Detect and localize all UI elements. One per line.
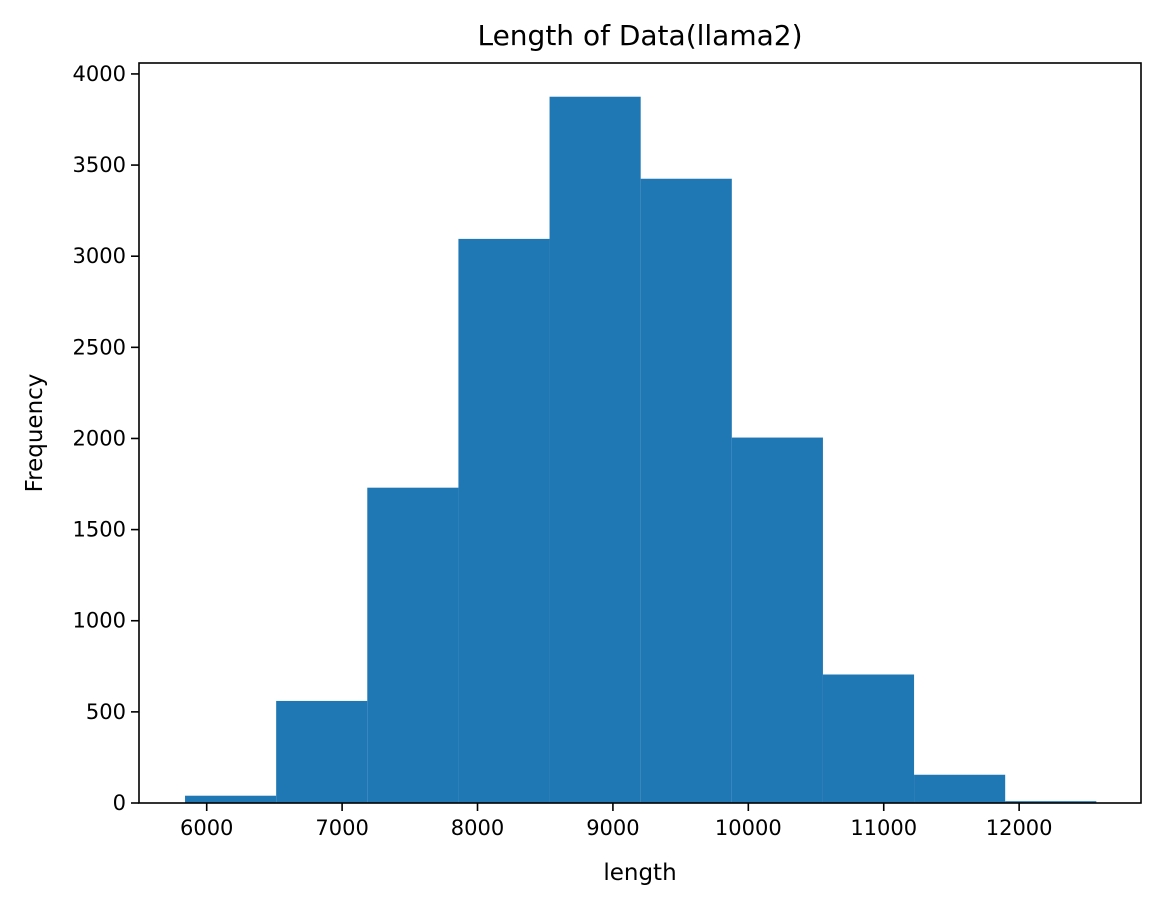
x-tick-label: 11000 [850, 816, 917, 840]
x-tick-label: 9000 [586, 816, 639, 840]
chart-title: Length of Data(llama2) [477, 19, 802, 52]
histogram-bar [640, 178, 732, 804]
y-axis-title: Frequency [22, 374, 48, 493]
histogram-bar [731, 437, 823, 803]
histogram-bar [367, 487, 459, 803]
histogram-bar [458, 238, 550, 803]
histogram-bar [822, 674, 915, 803]
y-tick-label: 4000 [73, 62, 126, 86]
y-tick-label: 3500 [73, 153, 126, 177]
histogram-bar [549, 96, 641, 803]
x-tick-label: 12000 [986, 816, 1053, 840]
x-tick-label: 7000 [315, 816, 368, 840]
y-tick-label: 1000 [73, 609, 126, 633]
y-tick-label: 3000 [73, 244, 126, 268]
y-axis-ticks: 0 500 1000 1500 2000 2500 3000 3500 4000 [73, 62, 139, 815]
y-tick-label: 2500 [73, 335, 126, 359]
histogram-bar [185, 795, 277, 803]
x-tick-label: 6000 [180, 816, 233, 840]
histogram-bar [914, 774, 1006, 803]
histogram-bars [185, 96, 1097, 804]
y-tick-label: 500 [86, 700, 126, 724]
histogram-bar [1005, 801, 1097, 803]
x-tick-label: 10000 [715, 816, 782, 840]
x-axis-ticks: 6000 7000 8000 9000 10000 11000 12000 [180, 803, 1053, 840]
y-tick-label: 2000 [73, 426, 126, 450]
y-tick-label: 1500 [73, 518, 126, 542]
x-axis-title: length [603, 860, 676, 886]
y-tick-label: 0 [113, 791, 126, 815]
plot-frame [138, 62, 1142, 804]
histogram-bar [276, 700, 368, 803]
x-tick-label: 8000 [451, 816, 504, 840]
